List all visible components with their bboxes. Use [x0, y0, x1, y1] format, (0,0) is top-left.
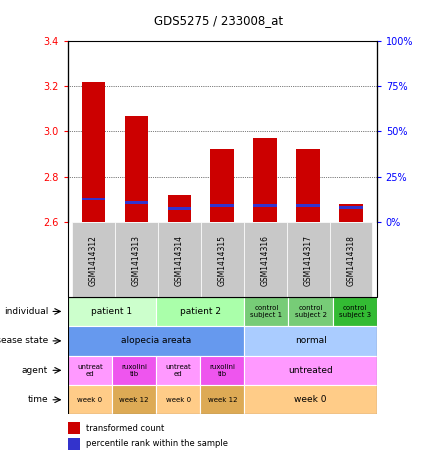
- Text: patient 1: patient 1: [92, 307, 133, 316]
- Bar: [289, 297, 332, 326]
- Bar: [244, 297, 289, 326]
- Bar: [112, 356, 156, 385]
- Text: alopecia areata: alopecia areata: [121, 337, 191, 345]
- Text: GSM1414314: GSM1414314: [175, 236, 184, 286]
- Bar: [68, 385, 112, 414]
- Text: week 0: week 0: [78, 397, 102, 403]
- Bar: [115, 222, 158, 297]
- Bar: [125, 201, 148, 204]
- Bar: [244, 385, 377, 414]
- Text: ruxolini
tib: ruxolini tib: [121, 364, 147, 376]
- Text: percentile rank within the sample: percentile rank within the sample: [86, 439, 229, 448]
- Bar: [201, 222, 244, 297]
- Bar: [68, 326, 244, 356]
- Bar: [68, 297, 156, 326]
- Text: untreat
ed: untreat ed: [77, 364, 103, 376]
- Bar: [296, 149, 320, 222]
- Text: GSM1414317: GSM1414317: [304, 236, 313, 286]
- Bar: [253, 204, 277, 207]
- Text: ruxolini
tib: ruxolini tib: [209, 364, 235, 376]
- Text: GSM1414315: GSM1414315: [218, 236, 227, 286]
- Bar: [82, 198, 106, 201]
- Bar: [329, 222, 372, 297]
- Bar: [68, 356, 112, 385]
- Bar: [244, 326, 377, 356]
- Text: GSM1414318: GSM1414318: [346, 236, 356, 286]
- Text: GSM1414312: GSM1414312: [89, 236, 98, 286]
- Bar: [125, 116, 148, 222]
- Bar: [332, 297, 377, 326]
- Bar: [158, 222, 201, 297]
- Bar: [339, 206, 363, 209]
- Bar: [68, 438, 80, 449]
- Bar: [112, 385, 156, 414]
- Text: agent: agent: [22, 366, 48, 375]
- Bar: [156, 356, 200, 385]
- Bar: [244, 222, 286, 297]
- Text: transformed count: transformed count: [86, 424, 165, 433]
- Text: control
subject 1: control subject 1: [251, 305, 283, 318]
- Text: week 0: week 0: [166, 397, 191, 403]
- Text: control
subject 3: control subject 3: [339, 305, 371, 318]
- Bar: [156, 297, 244, 326]
- Bar: [72, 222, 115, 297]
- Bar: [168, 195, 191, 222]
- Bar: [244, 356, 377, 385]
- Text: control
subject 2: control subject 2: [294, 305, 326, 318]
- Bar: [339, 204, 363, 222]
- Text: week 12: week 12: [119, 397, 149, 403]
- Text: GDS5275 / 233008_at: GDS5275 / 233008_at: [155, 14, 283, 27]
- Bar: [211, 149, 234, 222]
- Bar: [200, 356, 244, 385]
- Text: week 12: week 12: [208, 397, 237, 403]
- Text: week 0: week 0: [294, 395, 327, 404]
- Bar: [286, 222, 329, 297]
- Text: untreat
ed: untreat ed: [165, 364, 191, 376]
- Bar: [253, 138, 277, 222]
- Text: untreated: untreated: [288, 366, 333, 375]
- Bar: [68, 422, 80, 434]
- Bar: [82, 82, 106, 222]
- Text: disease state: disease state: [0, 337, 48, 345]
- Bar: [296, 204, 320, 207]
- Bar: [211, 204, 234, 207]
- Text: patient 2: patient 2: [180, 307, 221, 316]
- Bar: [200, 385, 244, 414]
- Text: time: time: [28, 395, 48, 404]
- Text: GSM1414313: GSM1414313: [132, 236, 141, 286]
- Bar: [156, 385, 200, 414]
- Text: GSM1414316: GSM1414316: [261, 236, 270, 286]
- Bar: [168, 207, 191, 210]
- Text: normal: normal: [295, 337, 326, 345]
- Text: individual: individual: [4, 307, 48, 316]
